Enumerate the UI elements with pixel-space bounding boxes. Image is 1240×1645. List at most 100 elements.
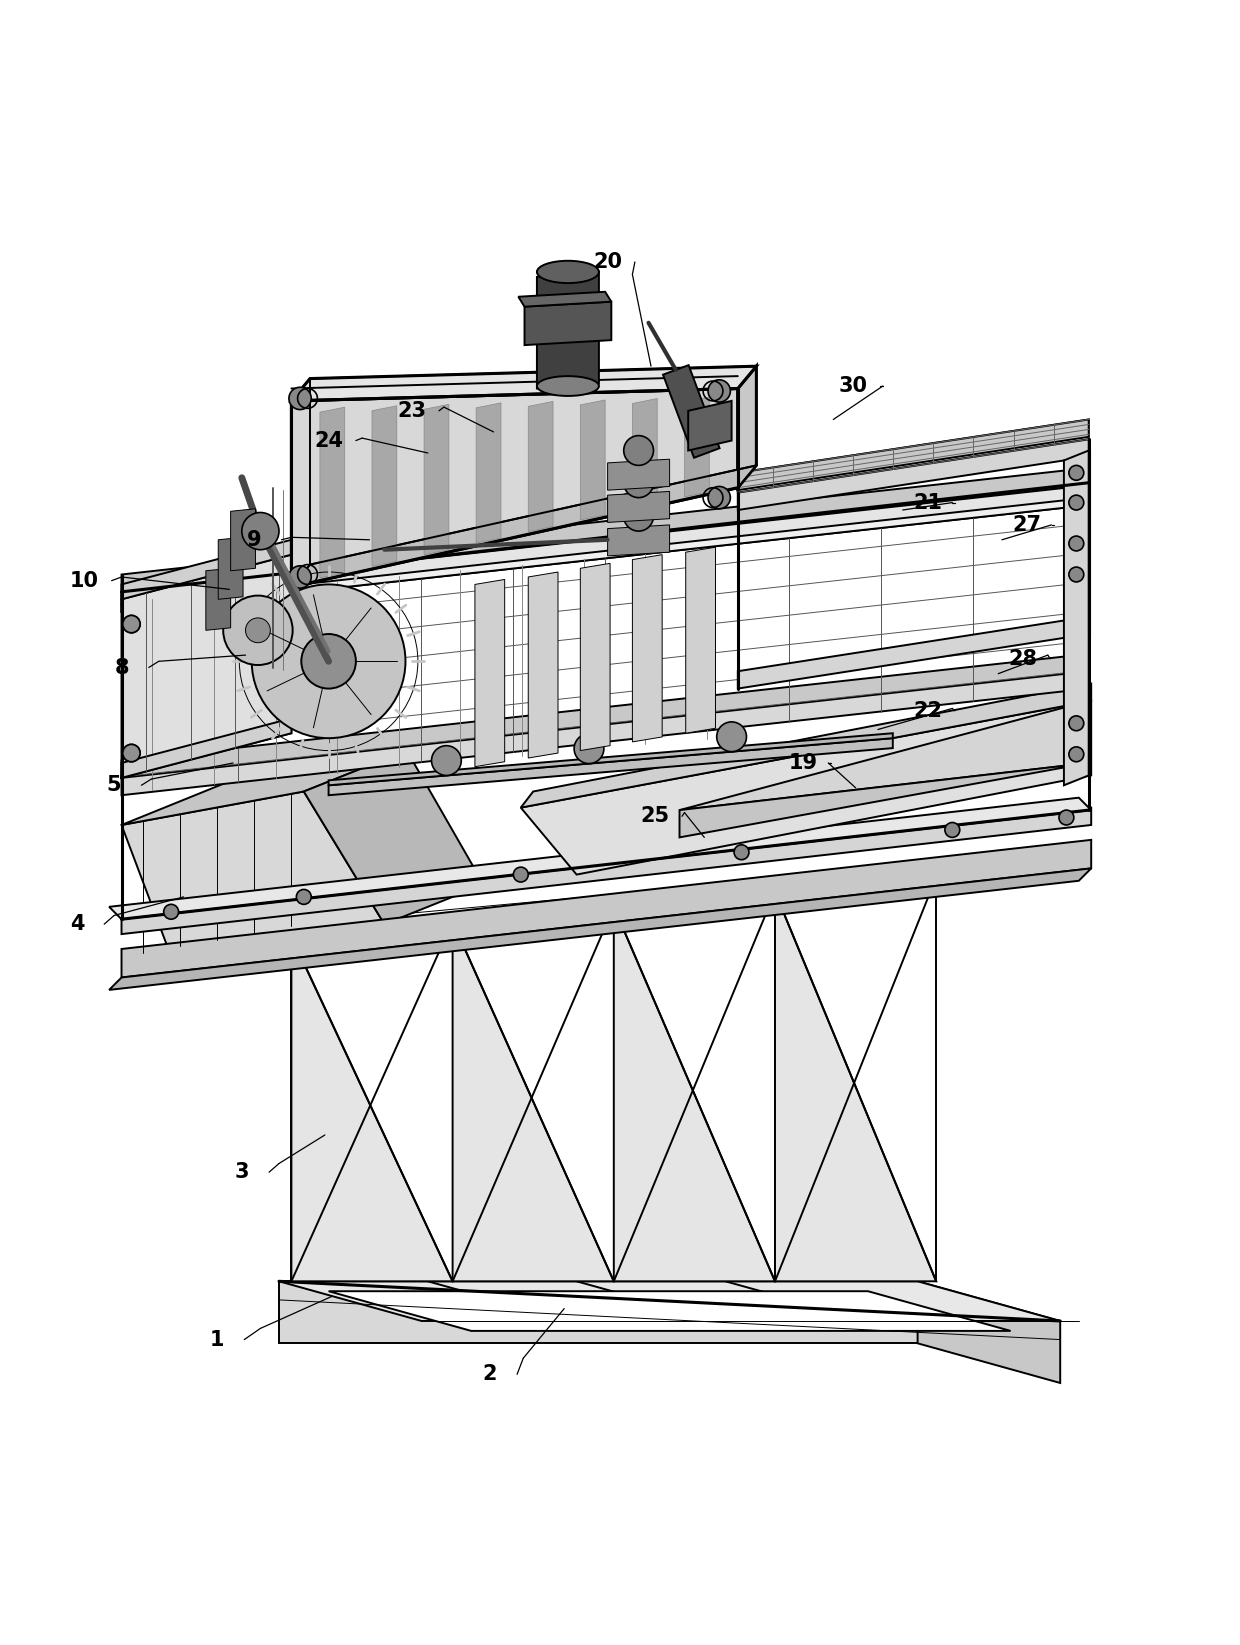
Polygon shape (122, 653, 1089, 778)
Polygon shape (122, 750, 407, 826)
Circle shape (289, 387, 311, 410)
Polygon shape (632, 398, 657, 508)
Circle shape (513, 867, 528, 882)
Circle shape (624, 502, 653, 531)
Polygon shape (122, 719, 291, 778)
Circle shape (708, 487, 730, 508)
Polygon shape (218, 538, 243, 599)
Circle shape (708, 380, 730, 401)
Circle shape (432, 745, 461, 775)
Polygon shape (738, 419, 1089, 490)
Circle shape (624, 467, 653, 498)
Circle shape (945, 822, 960, 837)
Polygon shape (291, 466, 756, 587)
Polygon shape (686, 548, 715, 734)
Text: 4: 4 (69, 915, 84, 934)
Polygon shape (614, 906, 775, 1281)
Polygon shape (109, 869, 1091, 990)
Polygon shape (580, 563, 610, 750)
Text: 5: 5 (107, 775, 122, 795)
Circle shape (717, 722, 746, 752)
Text: 25: 25 (640, 806, 670, 826)
Polygon shape (329, 739, 893, 795)
Circle shape (1069, 747, 1084, 762)
Circle shape (1069, 466, 1084, 480)
Polygon shape (663, 365, 719, 457)
Polygon shape (291, 388, 738, 587)
Polygon shape (453, 921, 614, 1281)
Circle shape (624, 436, 653, 466)
Circle shape (1069, 716, 1084, 730)
Circle shape (289, 566, 311, 589)
Text: 3: 3 (234, 1161, 249, 1183)
Polygon shape (632, 554, 662, 742)
Polygon shape (329, 1291, 1011, 1331)
Polygon shape (206, 568, 231, 630)
Polygon shape (476, 403, 501, 543)
Circle shape (164, 905, 179, 920)
Circle shape (301, 633, 356, 689)
Polygon shape (580, 400, 605, 520)
Polygon shape (122, 670, 1089, 795)
Circle shape (296, 890, 311, 905)
Text: 24: 24 (314, 431, 343, 451)
Text: 1: 1 (210, 1329, 224, 1349)
Polygon shape (738, 367, 756, 487)
Circle shape (123, 745, 140, 762)
Polygon shape (525, 301, 611, 345)
Text: 19: 19 (789, 753, 818, 773)
Text: 10: 10 (69, 571, 99, 591)
Polygon shape (122, 841, 1091, 977)
Polygon shape (680, 701, 1089, 809)
Text: 2: 2 (482, 1364, 497, 1385)
Polygon shape (918, 1281, 1060, 1383)
Polygon shape (329, 734, 893, 785)
Polygon shape (304, 750, 484, 924)
Polygon shape (521, 701, 1091, 875)
Polygon shape (291, 936, 453, 1281)
Circle shape (1069, 495, 1084, 510)
Text: 8: 8 (114, 658, 129, 678)
Polygon shape (684, 396, 709, 497)
Polygon shape (279, 1281, 1060, 1321)
Polygon shape (528, 401, 553, 531)
Circle shape (246, 619, 270, 643)
Circle shape (123, 615, 140, 633)
Polygon shape (775, 892, 936, 1281)
Polygon shape (688, 401, 732, 451)
Text: 23: 23 (397, 401, 427, 421)
Polygon shape (279, 1281, 918, 1344)
Polygon shape (680, 763, 1089, 837)
Polygon shape (122, 554, 291, 778)
Text: 22: 22 (913, 701, 942, 721)
Polygon shape (528, 572, 558, 758)
Circle shape (574, 734, 604, 763)
Circle shape (223, 595, 293, 665)
Polygon shape (320, 408, 345, 577)
Polygon shape (738, 439, 1089, 510)
Polygon shape (372, 406, 397, 566)
Polygon shape (738, 419, 1089, 492)
Text: 9: 9 (247, 530, 262, 549)
Polygon shape (738, 617, 1089, 689)
Polygon shape (521, 684, 1091, 808)
Polygon shape (608, 459, 670, 490)
Polygon shape (291, 367, 756, 401)
Text: 21: 21 (913, 492, 942, 513)
Circle shape (123, 615, 140, 633)
Text: 30: 30 (838, 377, 868, 396)
Circle shape (123, 745, 140, 762)
Polygon shape (231, 508, 255, 571)
Circle shape (1059, 809, 1074, 826)
Polygon shape (518, 291, 611, 306)
Polygon shape (537, 271, 599, 388)
Polygon shape (122, 540, 291, 599)
Circle shape (1069, 568, 1084, 582)
Polygon shape (475, 579, 505, 767)
Polygon shape (424, 405, 449, 554)
Text: 20: 20 (593, 252, 622, 271)
Circle shape (242, 513, 279, 549)
Ellipse shape (537, 377, 599, 396)
Circle shape (1069, 536, 1084, 551)
Polygon shape (122, 467, 1089, 592)
